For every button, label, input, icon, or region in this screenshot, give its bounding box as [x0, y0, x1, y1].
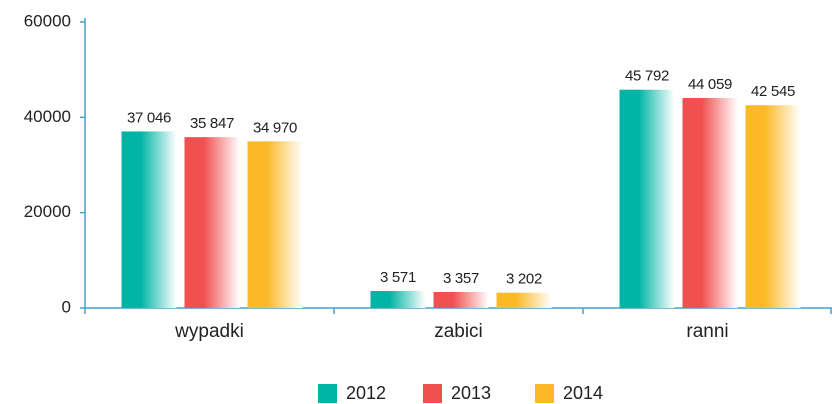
legend-swatch [535, 384, 554, 403]
value-label: 3 202 [506, 271, 542, 288]
legend-swatch [318, 384, 337, 403]
value-label: 3 357 [443, 270, 479, 287]
bar [433, 291, 489, 308]
value-label: 34 970 [253, 119, 297, 136]
legend-swatch [423, 384, 442, 403]
bar [370, 290, 426, 308]
bar [682, 97, 738, 308]
legend-label: 2012 [346, 383, 386, 403]
value-label: 35 847 [190, 115, 234, 132]
bar [745, 105, 801, 308]
value-label: 42 545 [751, 83, 795, 100]
x-tick-label: zabici [434, 321, 483, 342]
y-tick-label: 60000 [24, 11, 71, 30]
y-tick-label: 20000 [24, 202, 71, 221]
bar [184, 137, 240, 308]
y-tick-label: 40000 [24, 107, 71, 126]
bar [619, 89, 675, 309]
y-tick-label: 0 [62, 297, 71, 316]
value-label: 44 059 [688, 76, 732, 93]
value-label: 45 792 [625, 68, 669, 85]
value-label: 3 571 [380, 269, 416, 286]
legend-label: 2013 [451, 383, 491, 403]
value-label: 37 046 [127, 109, 171, 126]
x-tick-label: wypadki [174, 321, 244, 342]
x-tick-label: ranni [686, 321, 728, 342]
bar [496, 292, 552, 308]
bar [247, 141, 303, 308]
bar [121, 131, 177, 308]
legend-label: 2014 [563, 383, 603, 403]
